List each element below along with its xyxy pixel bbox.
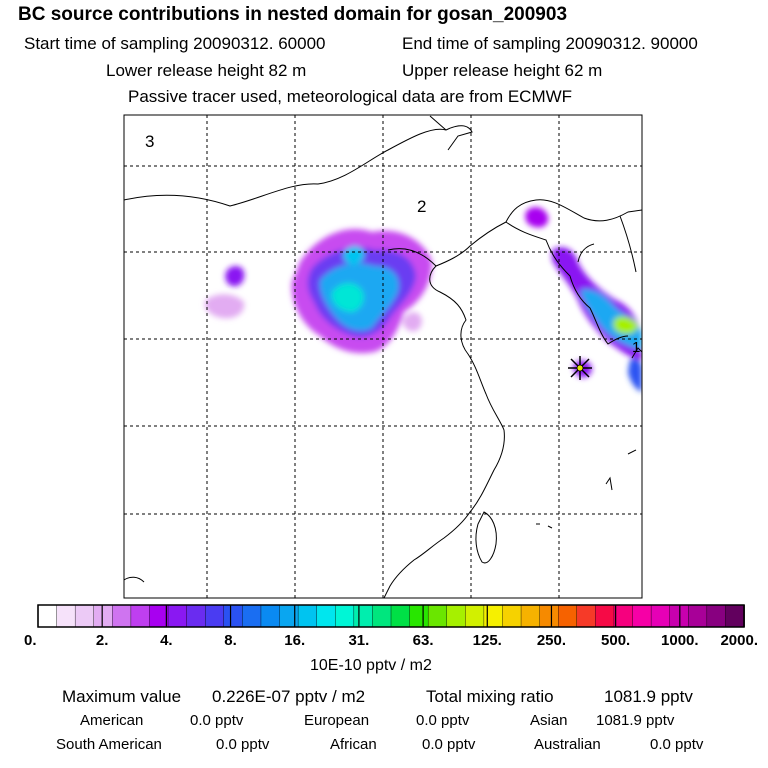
region-european-value: 0.0 pptv <box>416 712 470 729</box>
colorbar-swatch <box>74 604 95 628</box>
colorbar-swatch <box>650 604 671 628</box>
colorbar-tick-label: 0. <box>24 632 37 649</box>
colorbar-swatch <box>390 604 411 628</box>
colorbar-tick-label: 2000. <box>720 632 758 649</box>
colorbar-swatch <box>465 604 485 628</box>
colorbar-swatch <box>446 604 467 628</box>
colorbar-tick-label: 4. <box>160 632 173 649</box>
region-australian-label: Australian <box>534 736 601 753</box>
coastlines <box>124 115 642 598</box>
colorbar-swatch <box>502 604 522 628</box>
colorbar-tick-label: 250. <box>537 632 566 649</box>
region-american-value: 0.0 pptv <box>190 712 244 729</box>
colorbar-swatch <box>205 604 225 628</box>
colorbar-swatch <box>706 604 727 628</box>
region-south-american-label: South American <box>56 736 162 753</box>
region-european-label: European <box>304 712 370 729</box>
colorbar-swatch <box>130 604 151 628</box>
colorbar-swatch <box>353 604 374 628</box>
colorbar <box>37 604 745 628</box>
colorbar-tick-label: 500. <box>601 632 630 649</box>
colorbar-tick-label: 125. <box>473 632 502 649</box>
colorbar-swatch <box>539 604 560 628</box>
total-mixing-value: 1081.9 pptv <box>604 687 693 706</box>
colorbar-tick-label: 8. <box>224 632 237 649</box>
region-label-2: 2 <box>417 197 426 216</box>
region-label-3: 3 <box>145 132 154 151</box>
colorbar-swatch <box>632 604 652 628</box>
colorbar-swatch <box>688 604 708 628</box>
total-mixing-label: Total mixing ratio <box>426 687 554 706</box>
colorbar-swatch <box>56 604 76 628</box>
tracer-note: Passive tracer used, meteorological data… <box>128 87 573 106</box>
colorbar-swatch <box>595 604 615 628</box>
colorbar-swatch <box>93 604 114 628</box>
region-african-label: African <box>330 736 377 753</box>
colorbar-swatch <box>335 604 355 628</box>
colorbar-tick-label: 2. <box>96 632 109 649</box>
colorbar-swatch <box>279 604 299 628</box>
colorbar-swatch <box>409 604 429 628</box>
start-time: Start time of sampling 20090312. 60000 <box>24 34 326 53</box>
max-value: 0.226E-07 pptv / m2 <box>212 687 366 706</box>
colorbar-swatch <box>576 604 597 628</box>
colorbar-swatch <box>372 604 392 628</box>
colorbar-swatch <box>316 604 337 628</box>
region-asian-value: 1081.9 pptv <box>596 712 675 729</box>
colorbar-tick-label: 63. <box>413 632 434 649</box>
region-african-value: 0.0 pptv <box>422 736 476 753</box>
region-asian-label: Asian <box>530 712 568 729</box>
figure-title: BC source contributions in nested domain… <box>18 4 568 25</box>
colorbar-swatch <box>520 604 541 628</box>
colorbar-swatch <box>427 604 448 628</box>
colorbar-swatch <box>558 604 578 628</box>
colorbar-swatch <box>186 604 207 628</box>
colorbar-swatch <box>242 604 262 628</box>
plume-north-china <box>204 228 432 354</box>
colorbar-tick-label: 16. <box>284 632 305 649</box>
colorbar-swatch <box>167 604 188 628</box>
colorbar-swatch <box>112 604 132 628</box>
colorbar-swatch <box>297 604 318 628</box>
map-frame <box>123 114 643 599</box>
colorbar-swatch <box>223 604 244 628</box>
gridlines <box>124 115 642 598</box>
region-south-american-value: 0.0 pptv <box>216 736 270 753</box>
colorbar-swatch <box>260 604 281 628</box>
region-american-label: American <box>80 712 144 729</box>
region-label-1: 1 <box>632 339 640 356</box>
plume-korea <box>525 207 642 392</box>
receptor-marker-icon <box>568 356 592 380</box>
colorbar-swatch <box>613 604 634 628</box>
colorbar-ticks: 0. 2. 4. 8. 16. 31. 63. 125. 250. 500. 1000. 2000. <box>24 605 758 649</box>
colorbar-swatch <box>725 604 745 628</box>
lower-release-height: Lower release height 82 m <box>106 61 307 80</box>
end-time: End time of sampling 20090312. 90000 <box>402 34 698 53</box>
colorbar-units: 10E-10 pptv / m2 <box>310 657 432 674</box>
upper-release-height: Upper release height 62 m <box>402 61 603 80</box>
region-australian-value: 0.0 pptv <box>650 736 704 753</box>
max-value-label: Maximum value <box>62 687 182 706</box>
colorbar-tick-label: 31. <box>348 632 369 649</box>
colorbar-swatch <box>37 604 58 628</box>
colorbar-tick-label: 1000. <box>661 632 699 649</box>
